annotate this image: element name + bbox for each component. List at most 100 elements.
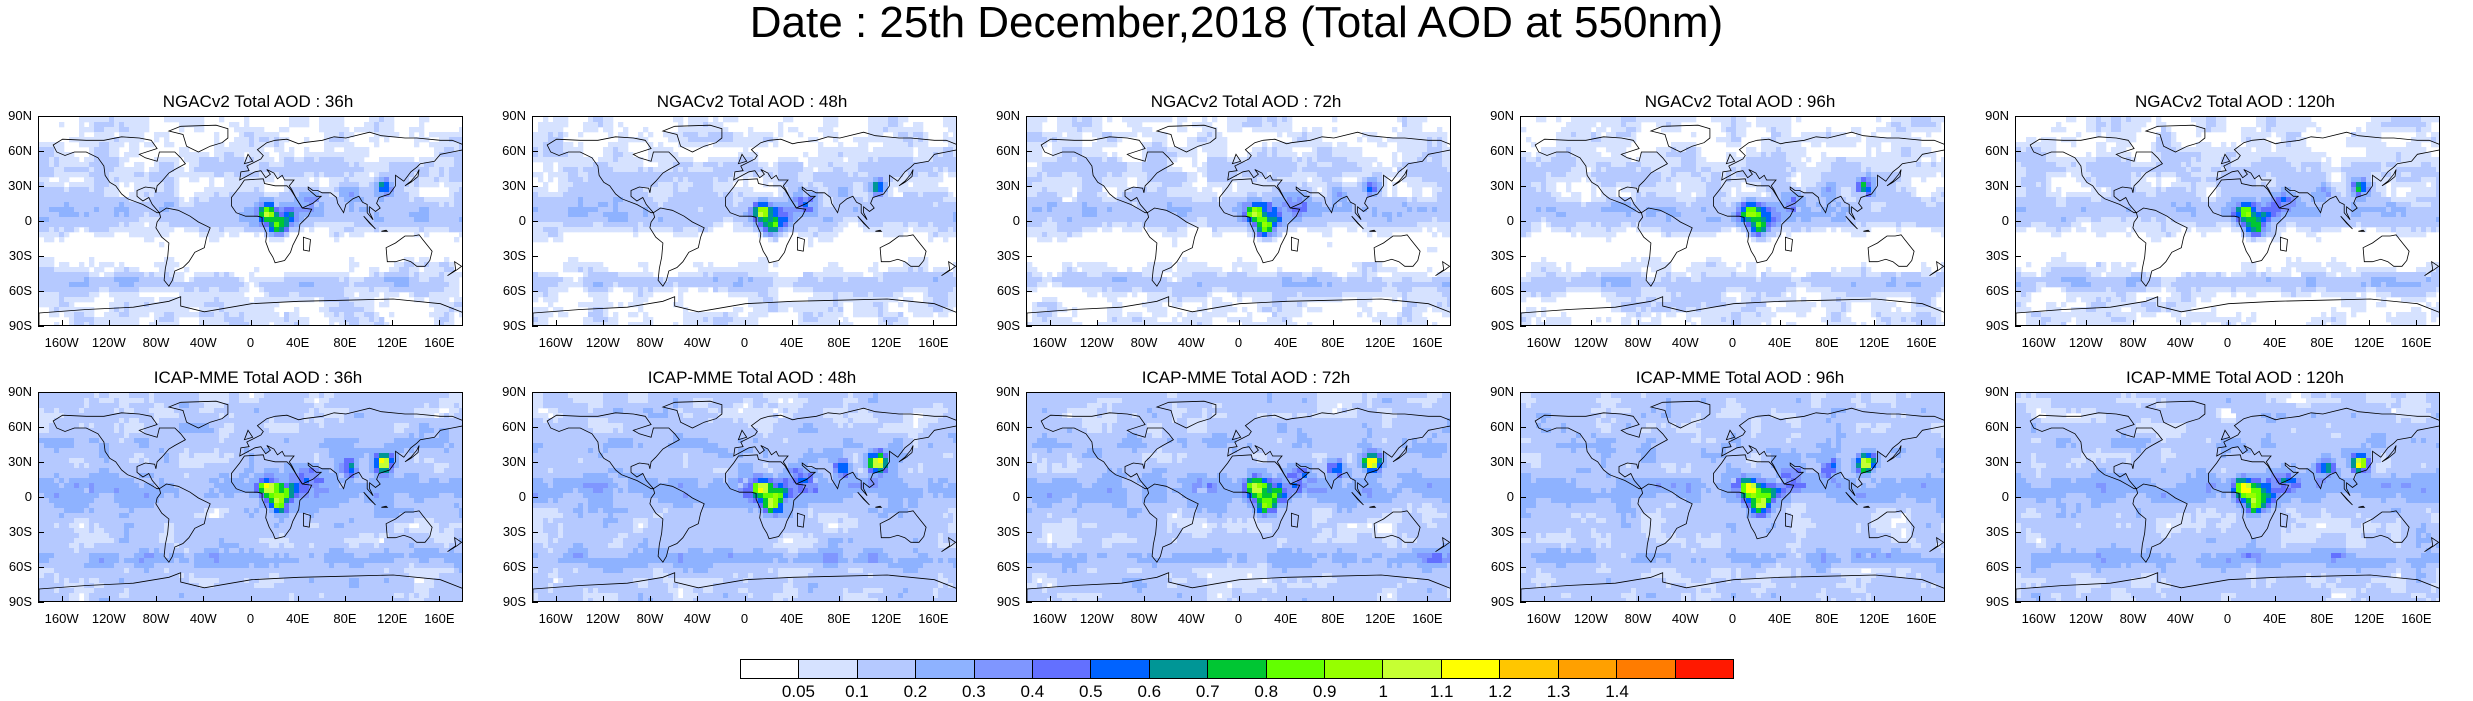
longitude-tick (1921, 320, 1923, 326)
latitude-tick (2015, 326, 2021, 327)
longitude-tick (886, 596, 888, 602)
longitude-label: 40W (2167, 336, 2194, 350)
coastline (1392, 169, 1408, 187)
latitude-tick (1520, 221, 1526, 222)
longitude-label: 160E (1412, 612, 1442, 626)
longitude-label: 40W (2167, 612, 2194, 626)
colorbar-swatch (1207, 659, 1266, 679)
longitude-label: 120W (1574, 336, 1608, 350)
latitude-tick (1520, 532, 1526, 533)
colorbar-swatch (1090, 659, 1149, 679)
aod-map (532, 116, 957, 326)
longitude-label: 40E (2263, 336, 2286, 350)
coastline (1143, 483, 1199, 563)
longitude-tick (1543, 320, 1545, 326)
longitude-label: 80E (827, 336, 850, 350)
latitude-tick (1026, 532, 1032, 533)
latitude-label: 60N (502, 420, 526, 434)
coastline (875, 229, 883, 232)
map-panel: NGACv2 Total AOD : 36h 90N 60N 30N 0 30S 60S 90… (0, 92, 500, 372)
latitude-label: 30N (996, 179, 1020, 193)
coastline (1725, 153, 1736, 165)
longitude-label: 80W (1131, 336, 1158, 350)
colorbar-label: 0.2 (904, 683, 928, 701)
longitude-label: 80E (1321, 336, 1344, 350)
longitude-tick (1380, 320, 1382, 326)
aod-map (1026, 116, 1451, 326)
longitude-label: 120W (1574, 612, 1608, 626)
aod-field-svg (39, 393, 462, 601)
latitude-tick (1520, 291, 1526, 292)
aod-field-svg (533, 393, 956, 601)
latitude-label: 60S (997, 284, 1020, 298)
longitude-tick (602, 320, 604, 326)
coastline (1218, 454, 1301, 540)
latitude-label: 90N (502, 109, 526, 123)
latitude-tick (38, 602, 44, 603)
longitude-label: 160W (2022, 612, 2056, 626)
coastline (1886, 169, 1902, 187)
longitude-tick (1096, 320, 1098, 326)
coastline (2381, 169, 2397, 187)
latitude-label: 90S (997, 319, 1020, 333)
coastline (1863, 229, 1871, 232)
longitude-label: 120E (2354, 336, 2384, 350)
aod-map (1026, 392, 1451, 602)
coastline (1143, 207, 1199, 287)
coastline (302, 236, 311, 252)
latitude-label: 30S (1986, 525, 2009, 539)
coastline (2132, 483, 2188, 563)
coastline (1040, 412, 1175, 490)
longitude-tick (344, 320, 346, 326)
longitude-label: 120E (1859, 612, 1889, 626)
longitude-label: 160E (424, 612, 454, 626)
longitude-tick (297, 596, 299, 602)
coastline (385, 234, 433, 267)
coastline (1637, 483, 1693, 563)
longitude-label: 120W (1080, 336, 1114, 350)
latitude-label: 90S (1491, 319, 1514, 333)
latitude-tick (2015, 427, 2021, 428)
latitude-tick (532, 186, 538, 187)
coastline (1373, 510, 1421, 543)
longitude-tick (602, 596, 604, 602)
longitude-tick (344, 596, 346, 602)
longitude-label: 40E (2263, 612, 2286, 626)
coastline (2144, 124, 2206, 153)
latitude-tick (1026, 186, 1032, 187)
latitude-tick (38, 116, 44, 117)
coastline (447, 536, 462, 553)
panel-title: NGACv2 Total AOD : 72h (1026, 92, 1466, 112)
latitude-label: 0 (519, 214, 526, 228)
longitude-label: 40W (1672, 336, 1699, 350)
coastline (1725, 429, 1736, 441)
colorbar-label: 0.9 (1313, 683, 1337, 701)
longitude-tick (1332, 320, 1334, 326)
coastline (381, 229, 389, 232)
coastline (2358, 229, 2366, 232)
longitude-label: 160E (1906, 336, 1936, 350)
coastline (1373, 234, 1421, 267)
latitude-label: 60N (1985, 420, 2009, 434)
colorbar-swatch (1032, 659, 1091, 679)
longitude-tick (2321, 596, 2323, 602)
aod-field-svg (533, 117, 956, 325)
latitude-tick (1026, 602, 1032, 603)
coastline (230, 454, 313, 540)
coastline (941, 536, 956, 553)
coastline (2132, 207, 2188, 287)
longitude-label: 120W (586, 612, 620, 626)
colorbar-swatch (1616, 659, 1675, 679)
coastline (1027, 572, 1450, 601)
coastline (546, 412, 681, 490)
latitude-label: 30S (9, 249, 32, 263)
colorbar-label: 1.2 (1488, 683, 1512, 701)
coastline (39, 572, 462, 601)
coastline (546, 136, 681, 214)
longitude-label: 120E (871, 612, 901, 626)
longitude-tick (2227, 596, 2229, 602)
latitude-label: 60S (9, 560, 32, 574)
map-panel: ICAP-MME Total AOD : 36h 90N 60N 30N 0 30S 60S… (0, 368, 500, 648)
coastline (2424, 260, 2439, 277)
coastline (2016, 572, 2439, 601)
